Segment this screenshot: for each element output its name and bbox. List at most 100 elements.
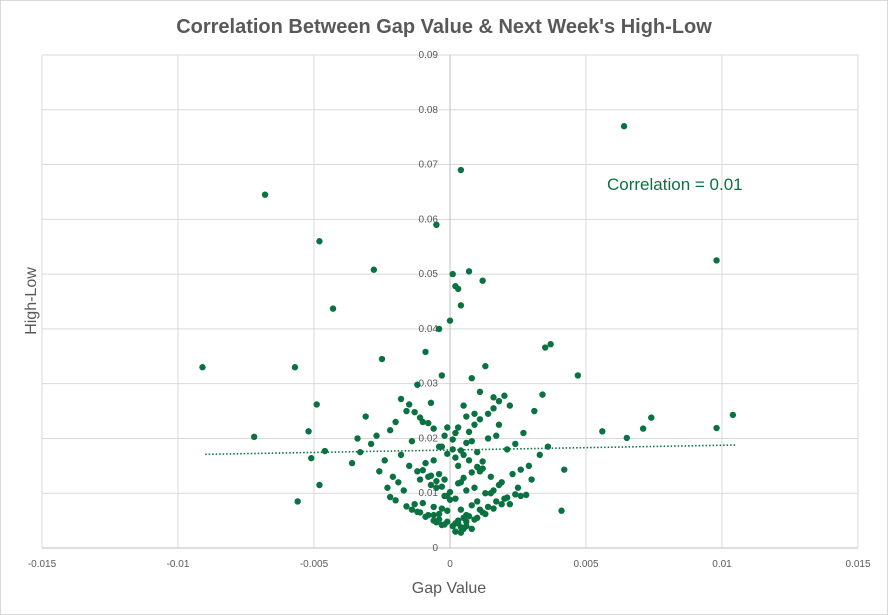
data-point [484,410,492,417]
data-point [479,458,486,465]
data-point [329,305,337,312]
data-point [449,436,456,443]
data-point [471,421,478,428]
data-point [408,437,416,445]
data-point [512,440,519,448]
data-point [414,508,421,516]
data-point [623,434,630,442]
data-point [479,277,486,284]
data-point [199,364,206,371]
data-point [422,513,429,520]
data-point [512,491,519,498]
data-point [449,522,456,530]
data-point [547,341,554,348]
data-point [419,467,426,474]
data-point [435,516,443,523]
data-point [460,474,467,482]
data-point [463,522,470,530]
data-point [713,257,720,264]
data-point [389,473,397,480]
data-point [316,238,323,245]
data-point [465,457,473,464]
x-tick-label: -0.005 [300,559,329,570]
data-point [517,492,524,500]
data-point [460,402,467,409]
data-point [463,413,470,420]
data-point [444,518,451,525]
data-points [199,123,737,536]
data-point [373,432,380,439]
data-point [313,401,320,408]
data-point [713,424,720,432]
data-point [438,483,446,490]
data-point [465,513,473,520]
data-point [435,470,443,478]
data-point [414,468,421,475]
y-tick-label: 0.01 [419,488,439,499]
data-point [438,372,446,379]
data-point [520,429,527,437]
data-point [416,476,424,483]
data-point [474,498,481,505]
correlation-annotation: Correlation = 0.01 [607,175,743,194]
data-point [561,466,568,473]
data-point [498,500,505,508]
data-point [321,447,329,455]
x-tick-labels: -0.015 -0.01 -0.005 0 0.005 0.01 0.015 [28,559,871,570]
data-point [482,510,489,518]
data-point [531,407,538,415]
data-point [490,394,497,401]
gridlines [41,54,859,549]
y-tick-label: 0.05 [419,269,439,280]
x-tick-label: -0.01 [167,559,190,570]
data-point [482,362,489,370]
data-point [476,416,484,423]
data-point [503,494,511,501]
data-point [416,414,424,421]
data-point [367,440,375,448]
chart-title: Correlation Between Gap Value & Next Wee… [176,16,712,38]
data-point [474,463,481,471]
data-point [454,480,462,487]
data-point [468,469,475,476]
data-point [454,424,462,431]
data-point [305,428,312,435]
data-point [403,503,410,510]
data-point [729,411,737,419]
data-point [384,484,391,491]
data-point [471,410,478,417]
data-point [430,511,437,519]
trendline [205,444,736,456]
data-point [376,468,383,475]
data-point [487,490,494,497]
data-point [574,372,582,379]
y-tick-label: 0.04 [419,324,439,335]
x-tick-label: 0.015 [845,559,870,570]
data-point [539,391,546,398]
data-point [408,506,416,513]
data-point [441,432,448,439]
data-point [471,484,478,491]
data-point [468,437,475,445]
data-point [517,466,524,473]
data-point [441,476,448,483]
data-point [411,500,418,508]
data-point [316,481,323,489]
data-point [452,454,459,461]
data-point [446,317,454,324]
data-point [493,432,500,439]
x-tick-label: 0 [447,559,453,570]
data-point [639,425,647,432]
data-point [430,457,437,464]
data-point [430,517,437,524]
data-point [354,435,361,442]
data-point [474,448,481,456]
y-tick-label: 0 [432,543,438,554]
data-point [528,476,535,483]
data-point [514,484,522,491]
y-tick-labels: 0 0.01 0.02 0.03 0.04 0.05 0.06 0.07 0.08 0.09 [419,50,439,554]
data-point [308,454,315,462]
data-point [433,477,440,485]
data-point [419,499,426,507]
